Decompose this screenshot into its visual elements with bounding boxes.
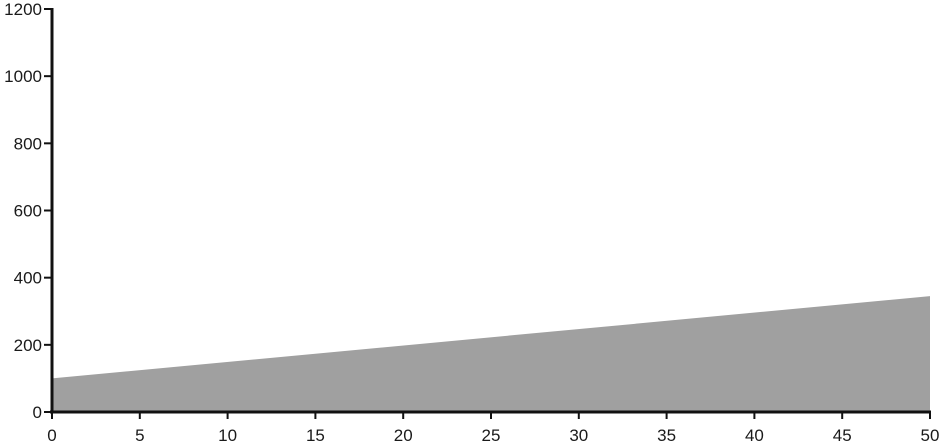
y-tick-label-800: 800 xyxy=(14,134,42,153)
x-tick-label-25: 25 xyxy=(482,426,501,443)
x-tick-label-35: 35 xyxy=(657,426,676,443)
x-tick-label-15: 15 xyxy=(306,426,325,443)
x-tick-label-10: 10 xyxy=(218,426,237,443)
y-tick-label-200: 200 xyxy=(14,336,42,355)
x-tick-label-50: 50 xyxy=(921,426,940,443)
y-tick-label-1000: 1000 xyxy=(4,67,42,86)
y-tick-label-0: 0 xyxy=(33,403,42,422)
y-tick-label-400: 400 xyxy=(14,269,42,288)
y-tick-label-600: 600 xyxy=(14,202,42,221)
x-tick-label-0: 0 xyxy=(47,426,56,443)
y-axis-tick-labels: 0 200 400 600 800 1000 1200 xyxy=(4,0,42,422)
x-tick-label-30: 30 xyxy=(569,426,588,443)
y-tick-label-1200: 1200 xyxy=(4,0,42,19)
x-tick-label-5: 5 xyxy=(135,426,144,443)
area-series-0 xyxy=(52,296,930,412)
x-tick-label-45: 45 xyxy=(833,426,852,443)
x-tick-label-40: 40 xyxy=(745,426,764,443)
x-axis-tick-labels: 0 5 10 15 20 25 30 35 40 45 50 xyxy=(47,426,939,443)
area-series-layer xyxy=(52,296,930,412)
x-tick-label-20: 20 xyxy=(394,426,413,443)
